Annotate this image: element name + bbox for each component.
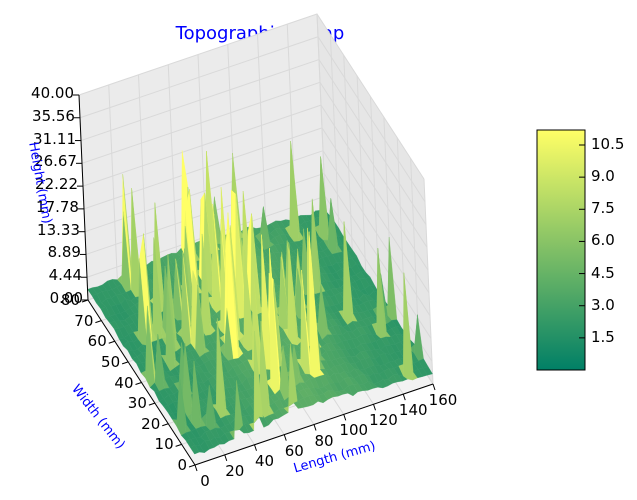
x-tick-label: 80 [314, 431, 334, 450]
surface-patch [422, 366, 433, 376]
y-tick-label: 0 [177, 456, 187, 474]
colorbar-tick-label: 10.5 [591, 135, 625, 153]
y-tick-mark [121, 361, 129, 365]
y-tick-mark [175, 443, 182, 447]
x-tick-mark [432, 383, 436, 391]
x-tick-label: 100 [339, 421, 369, 440]
y-tick-label: 70 [74, 311, 94, 330]
z-tick-label: 35.56 [32, 106, 75, 125]
x-tick-mark [313, 424, 317, 431]
x-tick-label: 160 [428, 391, 458, 409]
y-tick-mark [162, 423, 169, 427]
grid-line-z [78, 13, 425, 180]
grid-line-z [85, 172, 432, 339]
x-tick-mark [373, 404, 376, 411]
colorbar-tick-label: 3.0 [591, 295, 615, 314]
x-tick-mark [224, 454, 228, 462]
colorbar-tick-label: 9.0 [591, 167, 615, 186]
x-tick-label: 120 [369, 411, 398, 430]
y-tick-mark [95, 320, 102, 324]
y-tick-mark [188, 464, 196, 468]
colorbar [536, 129, 586, 371]
y-tick-mark [148, 402, 156, 406]
colorbar-tick-label: 1.5 [591, 327, 615, 346]
y-tick-label: 40 [114, 373, 134, 392]
surface-plot [87, 141, 433, 455]
grid-line-z [81, 81, 428, 248]
x-tick-mark [343, 414, 347, 421]
z-tick-label: 13.33 [37, 220, 80, 239]
grid-line-z [84, 150, 431, 316]
z-tick-label: 40.00 [31, 84, 74, 102]
y-tick-label: 30 [127, 394, 147, 413]
y-tick-label: 10 [154, 435, 174, 454]
colorbar-tick-label: 6.0 [591, 231, 615, 250]
axis-lines [73, 94, 436, 472]
z-tick-label: 22.22 [35, 175, 78, 194]
y-tick-mark [108, 340, 115, 344]
x-tick-label: 0 [200, 472, 210, 490]
z-tick-label: 0.00 [49, 289, 83, 307]
grid-line-z [83, 127, 430, 294]
x-tick-label: 20 [225, 461, 245, 480]
y-tick-label: 50 [101, 352, 121, 371]
y-tick-label: 60 [87, 332, 107, 351]
y-tick-label: 80 [60, 291, 80, 309]
colorbar-tick-label: 4.5 [591, 263, 615, 282]
x-tick-mark [283, 434, 287, 441]
x-tick-mark [402, 393, 406, 401]
x-tick-mark [254, 444, 257, 451]
z-tick-label: 17.78 [36, 197, 79, 216]
z-tick-label: 4.44 [48, 266, 82, 285]
colorbar-gradient [536, 129, 586, 371]
x-tick-label: 140 [398, 401, 428, 420]
z-axis-line [78, 94, 89, 301]
colorbar-tick-label: 7.5 [591, 199, 615, 218]
x-tick-mark [194, 464, 198, 472]
x-tick-label: 60 [284, 441, 304, 460]
x-tick-label: 40 [254, 451, 275, 470]
y-tick-mark [135, 382, 142, 385]
z-tick-label: 26.67 [34, 152, 77, 171]
grid-line-z [80, 58, 427, 225]
z-tick-label: 31.11 [33, 129, 76, 148]
grid-line-z [82, 104, 429, 271]
grid-line-z [79, 36, 426, 203]
z-tick-label: 8.89 [47, 243, 81, 262]
y-tick-label: 20 [141, 414, 161, 433]
